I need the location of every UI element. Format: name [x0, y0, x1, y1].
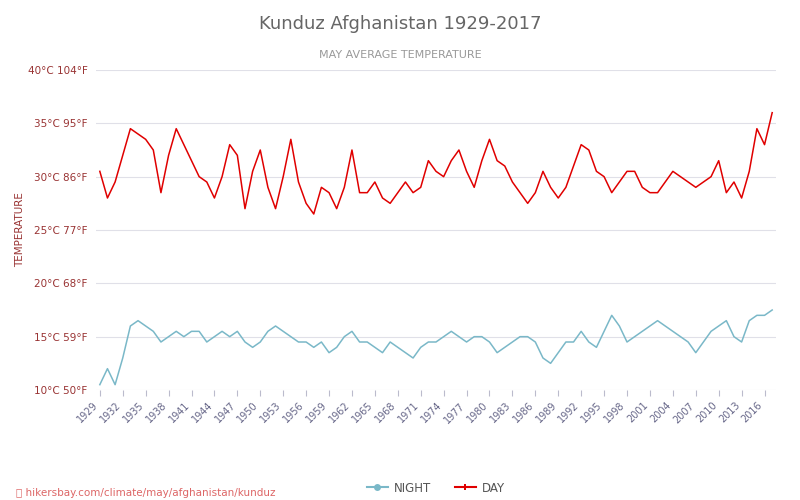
- Text: 📍 hikersbay.com/climate/may/afghanistan/kunduz: 📍 hikersbay.com/climate/may/afghanistan/…: [16, 488, 275, 498]
- Y-axis label: TEMPERATURE: TEMPERATURE: [15, 192, 25, 268]
- Legend: NIGHT, DAY: NIGHT, DAY: [362, 477, 510, 500]
- Text: Kunduz Afghanistan 1929-2017: Kunduz Afghanistan 1929-2017: [258, 15, 542, 33]
- Text: MAY AVERAGE TEMPERATURE: MAY AVERAGE TEMPERATURE: [318, 50, 482, 60]
